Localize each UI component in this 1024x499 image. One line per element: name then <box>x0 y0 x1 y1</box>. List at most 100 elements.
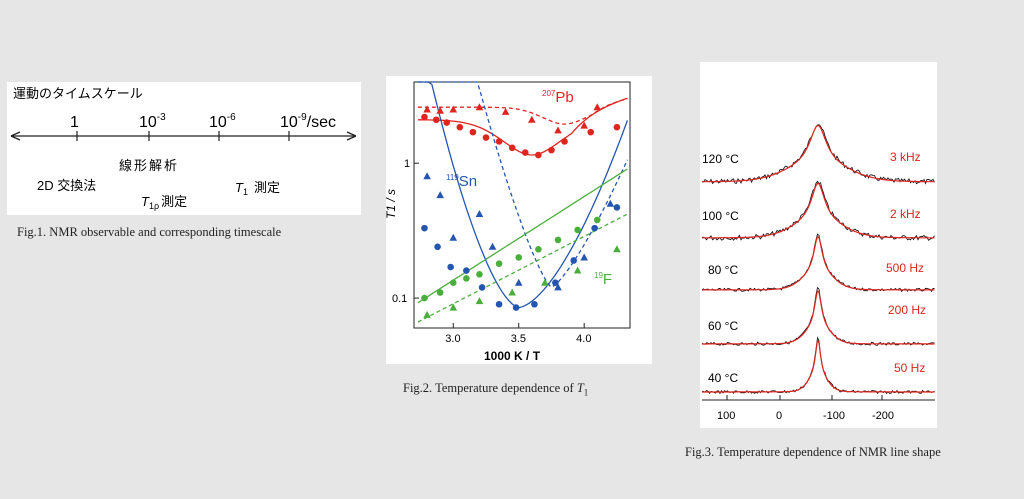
data-point <box>475 297 484 305</box>
data-point <box>580 121 588 129</box>
data-point <box>449 105 458 113</box>
data-point <box>613 204 621 211</box>
data-point <box>436 289 444 296</box>
timescale-figure: 運動のタイムスケール 1 10-3 10-6 10-9/sec 線形解析 2D … <box>7 82 361 215</box>
data-point <box>580 253 588 261</box>
temp-label-100: 100 °C <box>702 209 739 223</box>
spectrum-fit <box>702 289 935 345</box>
spectrum-trace <box>701 124 935 185</box>
data-point <box>613 123 621 131</box>
y-axis-label: T1 / s <box>386 189 398 219</box>
data-point <box>521 149 529 156</box>
series-label-pb: 207Pb <box>542 89 574 106</box>
data-point <box>587 128 595 136</box>
fit-curve-f-dashed <box>417 213 628 323</box>
series-label-sn: 119Sn <box>446 173 477 190</box>
tick-label-1e-9: 10-9/sec <box>280 112 336 131</box>
data-point <box>515 254 523 261</box>
data-point <box>613 245 621 253</box>
plot-frame <box>413 81 631 329</box>
data-point <box>478 284 486 291</box>
data-point <box>561 138 568 145</box>
width-label-200hz: 200 Hz <box>888 303 926 317</box>
data-point <box>475 210 484 218</box>
data-point <box>482 134 490 141</box>
temp-label-40: 40 °C <box>708 371 738 385</box>
data-point <box>436 106 444 114</box>
y-tick-label: 0.1 <box>392 293 407 305</box>
data-point <box>423 172 431 180</box>
t1-figure: 3.0 3.5 4.0 1 0.1 1000 K / T T1 / s 207Pb 11… <box>384 76 652 364</box>
fit-curve-f <box>417 168 628 304</box>
timescale-title: 運動のタイムスケール <box>13 86 143 101</box>
fig3-caption: Fig.3. Temperature dependence of NMR lin… <box>685 445 941 459</box>
data-point <box>488 242 497 250</box>
x-tick-label: 3.5 <box>511 333 526 345</box>
data-point <box>508 288 516 296</box>
temp-label-60: 60 °C <box>708 319 738 333</box>
data-point <box>495 300 503 308</box>
data-point <box>593 103 602 111</box>
data-point <box>512 304 520 311</box>
fig1-caption: Fig.1. NMR observable and corresponding … <box>17 225 282 239</box>
fig2-caption: Fig.2. Temperature dependence of T1 <box>403 381 589 398</box>
tick-label-1: 1 <box>70 114 79 131</box>
fit-curve-sn-dashed <box>417 81 628 288</box>
data-point <box>449 279 457 287</box>
data-point <box>421 224 428 232</box>
axis-arrow-left <box>10 131 21 141</box>
width-label-50hz: 50 Hz <box>894 361 925 375</box>
axis-arrow-right <box>346 131 357 141</box>
data-point <box>421 113 428 121</box>
x-axis-label: 1000 K / T <box>484 349 541 363</box>
timescale-diagram: 運動のタイムスケール 1 10-3 10-6 10-9/sec 線形解析 2D … <box>10 86 357 211</box>
data-point <box>552 279 559 287</box>
data-point <box>554 126 562 134</box>
t1-chart: 3.0 3.5 4.0 1 0.1 1000 K / T T1 / s 207Pb 11… <box>384 81 631 363</box>
data-point <box>449 303 458 311</box>
x-tick-label: 4.0 <box>576 333 591 345</box>
data-point <box>475 103 484 111</box>
lineshape-figure: 120 °C 100 °C 80 °C 60 °C 40 °C 3 kHz 2 … <box>700 62 937 428</box>
y-tick-label: 1 <box>404 158 410 170</box>
spectra-tick-m200: -200 <box>872 410 894 422</box>
data-point <box>463 267 470 274</box>
spectra-tick-100: 100 <box>717 410 735 422</box>
data-point <box>574 226 581 234</box>
temp-label-120: 120 °C <box>702 152 739 166</box>
fit-curve-sn <box>417 81 629 309</box>
temp-label-80: 80 °C <box>708 263 738 277</box>
tick-label-1e-3: 10-3 <box>139 112 166 131</box>
data-point <box>541 278 549 286</box>
data-point <box>495 260 503 267</box>
data-point <box>570 257 578 264</box>
x-tick-label: 3.0 <box>445 333 460 345</box>
data-point <box>434 243 441 251</box>
lineshape-spectra: 120 °C 100 °C 80 °C 60 °C 40 °C 3 kHz 2 … <box>701 124 935 422</box>
data-point <box>423 310 431 318</box>
data-point <box>469 128 477 136</box>
data-point <box>436 191 444 199</box>
data-point <box>456 123 464 131</box>
data-point <box>528 115 536 123</box>
data-point <box>573 266 582 274</box>
method-t1: T1 測定 <box>235 180 280 197</box>
data-point <box>508 144 516 152</box>
data-point <box>591 224 598 232</box>
spectrum-trace <box>701 233 935 293</box>
data-point <box>495 138 503 145</box>
data-point <box>548 146 555 154</box>
spectrum-fit <box>702 182 935 239</box>
spectrum-trace <box>701 180 935 241</box>
spectrum-fit <box>702 235 935 291</box>
spectrum-fit <box>702 124 935 183</box>
data-point <box>593 216 601 224</box>
width-label-3khz: 3 kHz <box>890 150 921 164</box>
spectra-tick-0: 0 <box>776 410 782 422</box>
data-point <box>447 263 454 271</box>
spectrum-fit <box>702 338 935 393</box>
data-point <box>554 236 562 244</box>
width-label-500hz: 500 Hz <box>886 261 924 275</box>
data-point <box>535 151 542 159</box>
method-lineshape: 線形解析 <box>119 158 179 173</box>
